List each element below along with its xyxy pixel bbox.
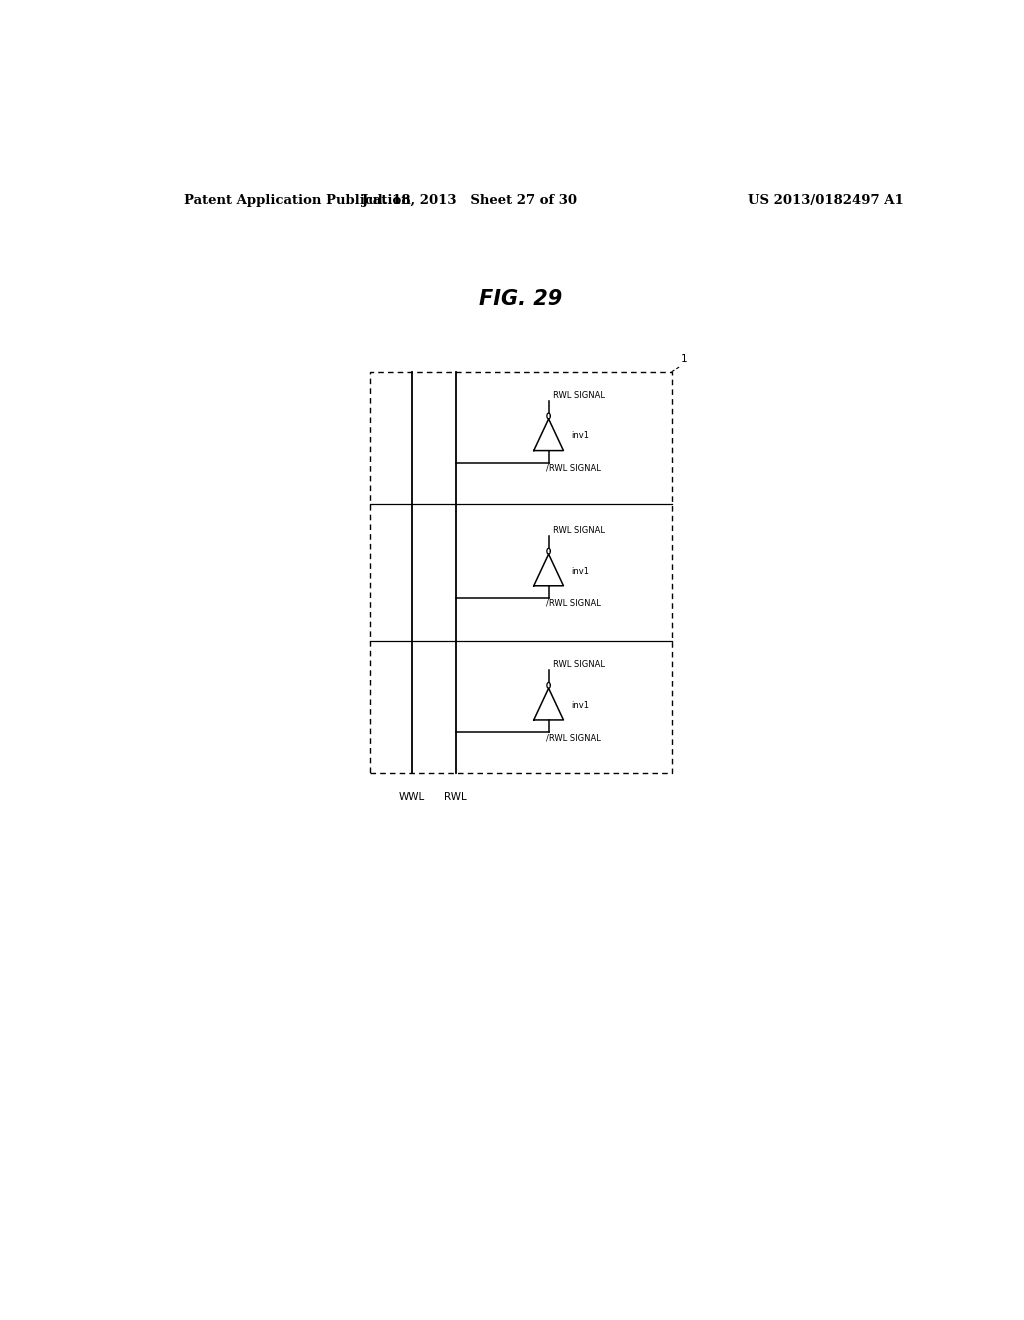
Text: Jul. 18, 2013   Sheet 27 of 30: Jul. 18, 2013 Sheet 27 of 30: [361, 194, 577, 206]
Text: RWL SIGNAL: RWL SIGNAL: [553, 660, 604, 669]
Text: /RWL SIGNAL: /RWL SIGNAL: [546, 733, 601, 742]
Text: /RWL SIGNAL: /RWL SIGNAL: [546, 599, 601, 609]
Text: FIG. 29: FIG. 29: [479, 289, 562, 309]
Text: WWL: WWL: [399, 792, 425, 801]
Text: US 2013/0182497 A1: US 2013/0182497 A1: [749, 194, 904, 206]
Text: inv1: inv1: [570, 566, 589, 576]
Text: 1: 1: [681, 354, 688, 364]
Text: /RWL SIGNAL: /RWL SIGNAL: [546, 463, 601, 473]
Text: RWL SIGNAL: RWL SIGNAL: [553, 391, 604, 400]
Text: inv1: inv1: [570, 432, 589, 441]
Text: inv1: inv1: [570, 701, 589, 710]
Text: RWL: RWL: [444, 792, 467, 801]
Text: RWL SIGNAL: RWL SIGNAL: [553, 527, 604, 535]
Bar: [370, 372, 672, 774]
Text: Patent Application Publication: Patent Application Publication: [183, 194, 411, 206]
